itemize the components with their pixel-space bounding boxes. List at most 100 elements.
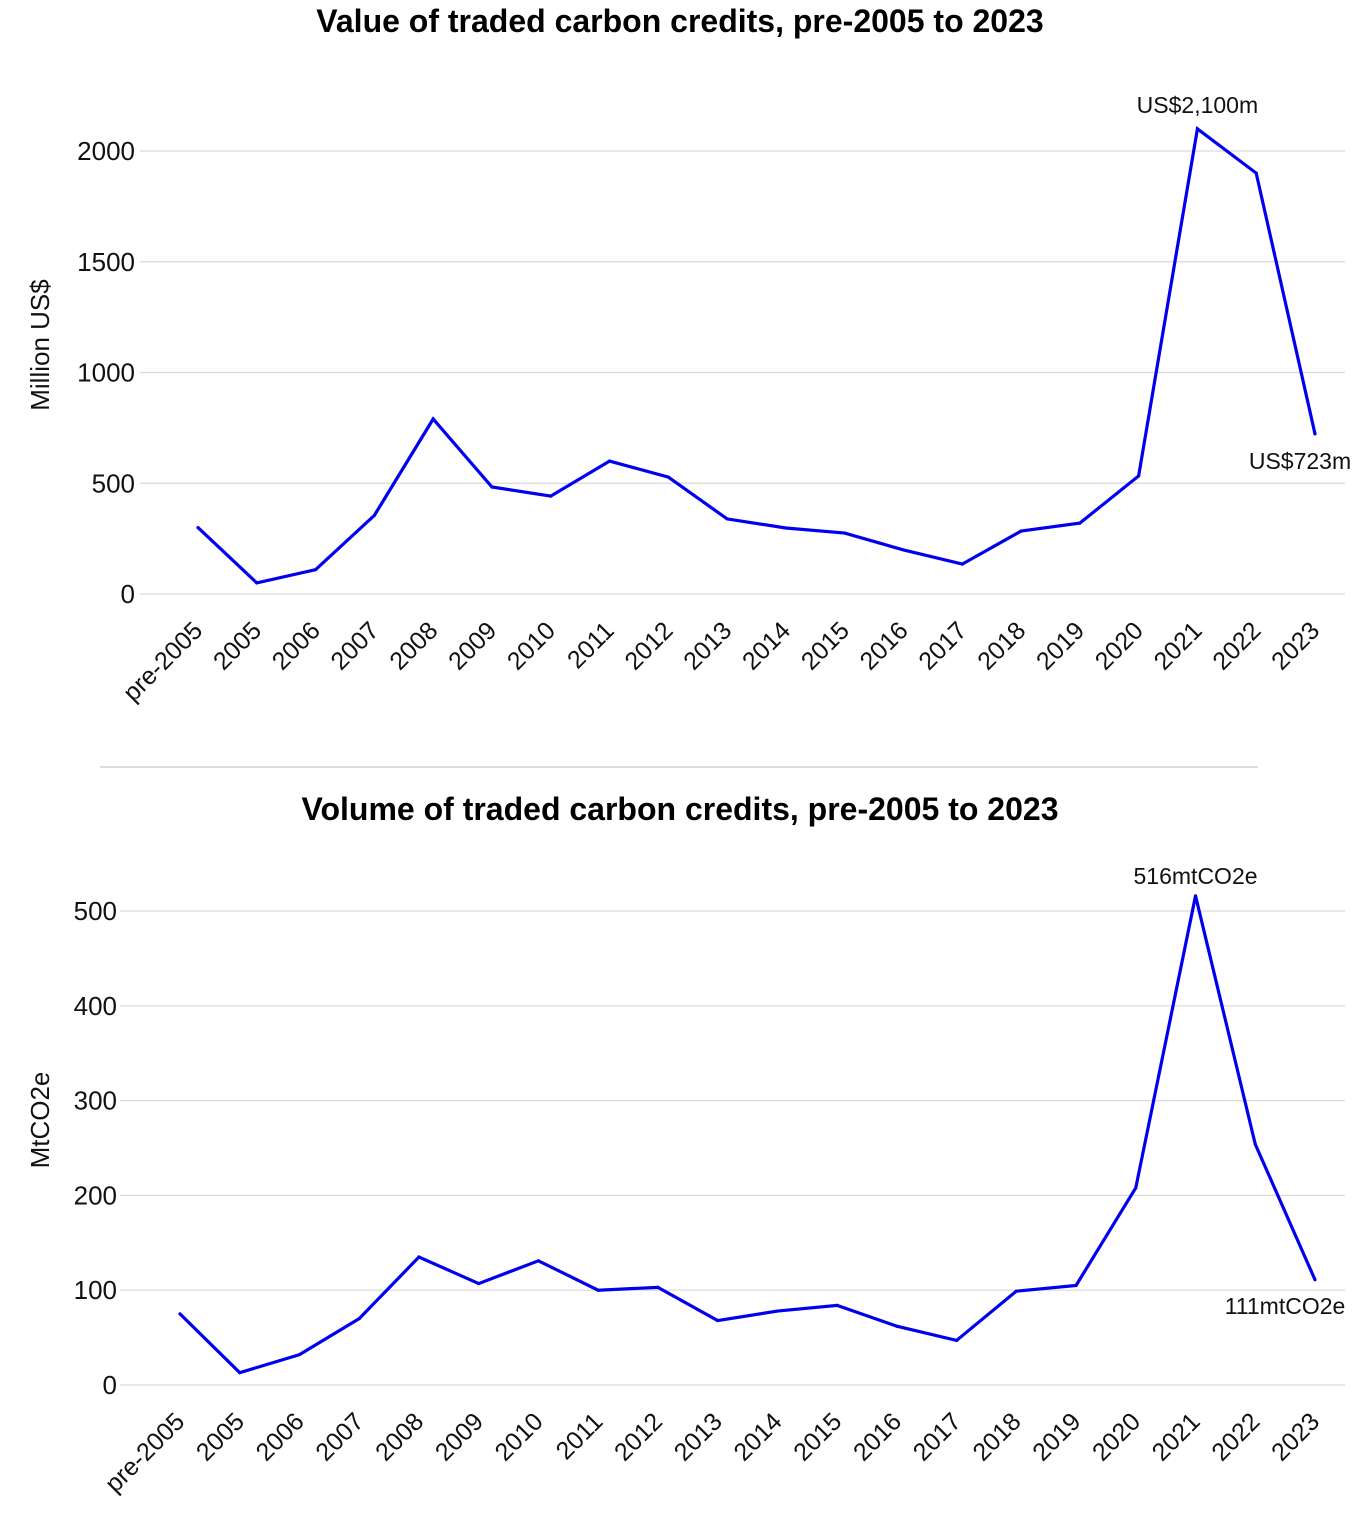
data-point-2017 [954,1338,959,1343]
data-annotation: 111mtCO2e [1225,1293,1346,1319]
data-point-2017 [960,562,964,566]
data-point-2018 [1019,529,1023,533]
x-tick-label: 2012 [619,616,678,675]
data-point-2019 [1074,1283,1078,1288]
data-point-2006 [297,1353,302,1357]
x-tick-label: 2017 [908,1407,967,1466]
x-tick-label: 2020 [1090,616,1149,675]
y-tick-label: 200 [74,1180,117,1210]
y-tick-label: 0 [121,579,135,609]
data-point-2009 [477,1281,481,1286]
data-annotation: US$2,100m [1137,92,1258,118]
data-point-pre-2005 [196,525,200,530]
x-tick-label: 2019 [1027,1407,1086,1466]
y-axis-label: Million US$ [25,279,55,411]
x-tick-label: 2015 [788,1407,847,1466]
x-tick-label: 2009 [443,616,502,675]
x-tick-label: 2005 [191,1407,250,1466]
data-point-2012 [656,1285,660,1289]
x-tick-label: 2009 [430,1407,489,1466]
data-point-2014 [775,1309,779,1313]
y-tick-label: 1000 [77,358,135,388]
data-point-2013 [725,517,729,521]
data-point-2008 [417,1255,421,1259]
data-point-2007 [357,1317,361,1321]
x-tick-label: 2008 [370,1407,429,1466]
x-tick-label: 2022 [1207,616,1266,675]
data-point-2020 [1134,1186,1138,1190]
data-point-2008 [431,417,435,421]
y-tick-label: 1500 [77,247,135,277]
data-annotation: US$723m [1249,448,1351,474]
data-point-2021 [1195,127,1200,131]
x-tick-label: 2021 [1149,616,1208,675]
x-tick-label: pre-2005 [118,616,209,707]
x-tick-label: 2006 [251,1407,310,1466]
x-tick-label: 2022 [1206,1407,1265,1466]
data-point-2020 [1137,474,1141,478]
x-tick-label: 2023 [1266,616,1325,675]
data-point-2012 [666,475,670,479]
data-point-2016 [895,1324,899,1328]
x-tick-label: 2006 [267,616,326,675]
data-point-2005 [255,581,259,585]
x-tick-label: 2014 [737,616,796,675]
data-point-2021 [1193,894,1198,898]
chart-title: Value of traded carbon credits, pre-2005… [316,3,1043,39]
x-tick-label: 2012 [609,1407,668,1466]
y-tick-label: 0 [103,1370,117,1400]
data-point-2013 [716,1318,720,1323]
data-point-2022 [1254,171,1258,175]
value-chart: Value of traded carbon credits, pre-2005… [25,3,1351,707]
data-point-pre-2005 [178,1312,182,1316]
series-line [178,895,1317,1375]
x-tick-label: 2011 [551,1407,609,1465]
data-point-2019 [1078,521,1082,525]
x-tick-label: 2007 [310,1407,369,1466]
x-tick-label: 2021 [1147,1407,1206,1466]
x-tick-label: 2008 [384,616,443,675]
data-point-2018 [1014,1289,1018,1293]
data-point-2010 [536,1259,541,1263]
x-tick-label: 2010 [502,616,561,675]
x-tick-label: 2014 [728,1407,787,1466]
data-point-2015 [843,531,847,535]
data-point-2007 [372,513,376,517]
y-tick-label: 500 [74,896,117,926]
chart-title: Volume of traded carbon credits, pre-200… [302,791,1059,827]
data-point-2023 [1313,1278,1317,1282]
x-tick-label: 2023 [1266,1407,1325,1466]
data-point-2010 [549,494,553,498]
data-point-2011 [607,459,612,463]
x-tick-label: 2019 [1031,616,1090,675]
data-point-2015 [835,1303,839,1307]
y-tick-label: 400 [74,991,117,1021]
x-tick-label: 2018 [967,1407,1026,1466]
y-tick-label: 2000 [77,136,135,166]
data-point-2005 [238,1371,242,1375]
data-point-2022 [1253,1142,1257,1146]
data-point-2011 [596,1288,600,1292]
x-tick-label: 2013 [669,1407,728,1466]
x-tick-label: 2016 [855,616,914,675]
y-tick-label: 100 [74,1275,117,1305]
x-tick-label: 2011 [562,616,620,674]
x-tick-label: 2015 [796,616,855,675]
series-line [196,125,1317,585]
data-point-2009 [490,485,494,489]
data-point-2014 [784,526,788,530]
y-tick-label: 300 [74,1086,117,1116]
x-tick-label: 2016 [848,1407,907,1466]
x-tick-label: 2010 [490,1407,549,1466]
x-tick-label: 2020 [1087,1407,1146,1466]
data-point-2006 [313,568,318,572]
x-tick-label: pre-2005 [100,1407,191,1498]
x-tick-label: 2018 [972,616,1031,675]
volume-chart: Volume of traded carbon credits, pre-200… [25,791,1345,1498]
x-tick-label: 2005 [208,616,267,675]
x-tick-label: 2017 [913,616,972,675]
x-tick-label: 2013 [678,616,737,675]
data-point-2016 [901,548,906,552]
data-annotation: 516mtCO2e [1134,863,1258,889]
